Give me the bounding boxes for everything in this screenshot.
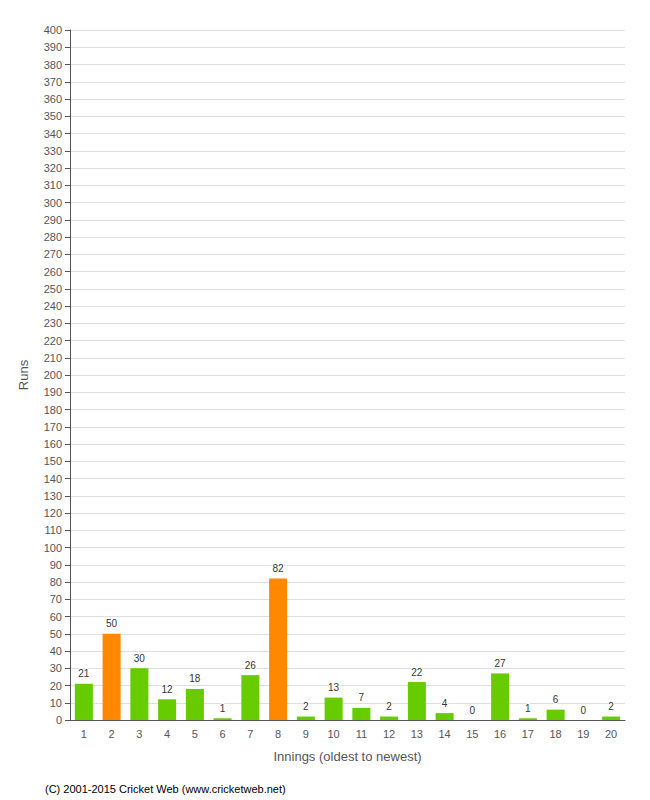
svg-text:270: 270 xyxy=(44,248,62,260)
svg-text:4: 4 xyxy=(164,728,170,740)
svg-text:260: 260 xyxy=(44,266,62,278)
svg-text:300: 300 xyxy=(44,197,62,209)
svg-text:190: 190 xyxy=(44,386,62,398)
svg-text:6: 6 xyxy=(553,694,559,705)
svg-text:22: 22 xyxy=(411,667,423,678)
svg-text:170: 170 xyxy=(44,421,62,433)
svg-text:6: 6 xyxy=(220,728,226,740)
svg-text:50: 50 xyxy=(50,628,62,640)
svg-text:30: 30 xyxy=(134,653,146,664)
svg-text:0: 0 xyxy=(470,705,476,716)
svg-text:340: 340 xyxy=(44,128,62,140)
svg-text:27: 27 xyxy=(495,658,507,669)
svg-text:18: 18 xyxy=(189,673,201,684)
svg-text:0: 0 xyxy=(581,705,587,716)
svg-text:290: 290 xyxy=(44,214,62,226)
svg-text:20: 20 xyxy=(50,680,62,692)
svg-text:8: 8 xyxy=(275,728,281,740)
svg-text:150: 150 xyxy=(44,455,62,467)
svg-text:230: 230 xyxy=(44,317,62,329)
svg-text:380: 380 xyxy=(44,59,62,71)
svg-text:130: 130 xyxy=(44,490,62,502)
svg-text:16: 16 xyxy=(494,728,506,740)
svg-text:10: 10 xyxy=(50,697,62,709)
svg-text:320: 320 xyxy=(44,162,62,174)
svg-text:7: 7 xyxy=(247,728,253,740)
svg-text:19: 19 xyxy=(577,728,589,740)
svg-text:2: 2 xyxy=(109,728,115,740)
svg-text:240: 240 xyxy=(44,300,62,312)
svg-text:26: 26 xyxy=(245,660,257,671)
svg-text:40: 40 xyxy=(50,645,62,657)
svg-text:5: 5 xyxy=(192,728,198,740)
svg-text:100: 100 xyxy=(44,542,62,554)
svg-text:350: 350 xyxy=(44,110,62,122)
svg-text:330: 330 xyxy=(44,145,62,157)
svg-text:12: 12 xyxy=(162,684,174,695)
svg-text:11: 11 xyxy=(356,728,367,740)
svg-text:310: 310 xyxy=(44,179,62,191)
svg-text:14: 14 xyxy=(439,728,451,740)
svg-text:120: 120 xyxy=(44,507,62,519)
svg-text:Innings (oldest to newest): Innings (oldest to newest) xyxy=(273,749,421,764)
svg-text:13: 13 xyxy=(328,682,340,693)
svg-text:12: 12 xyxy=(383,728,395,740)
svg-text:80: 80 xyxy=(50,576,62,588)
svg-text:50: 50 xyxy=(106,618,118,629)
svg-text:2: 2 xyxy=(608,701,614,712)
svg-text:60: 60 xyxy=(50,611,62,623)
svg-text:4: 4 xyxy=(442,698,448,709)
svg-text:2: 2 xyxy=(386,701,392,712)
svg-text:180: 180 xyxy=(44,404,62,416)
svg-text:Runs: Runs xyxy=(16,359,31,390)
svg-text:3: 3 xyxy=(136,728,142,740)
svg-text:210: 210 xyxy=(44,352,62,364)
svg-text:18: 18 xyxy=(550,728,562,740)
svg-text:7: 7 xyxy=(359,692,365,703)
svg-text:21: 21 xyxy=(78,668,90,679)
svg-text:360: 360 xyxy=(44,93,62,105)
svg-text:220: 220 xyxy=(44,335,62,347)
svg-text:0: 0 xyxy=(56,714,62,726)
svg-text:400: 400 xyxy=(44,24,62,36)
svg-text:15: 15 xyxy=(466,728,478,740)
svg-text:70: 70 xyxy=(50,593,62,605)
svg-text:82: 82 xyxy=(273,563,285,574)
svg-text:370: 370 xyxy=(44,76,62,88)
svg-text:9: 9 xyxy=(303,728,309,740)
svg-text:30: 30 xyxy=(50,662,62,674)
svg-text:2: 2 xyxy=(303,701,309,712)
svg-text:110: 110 xyxy=(44,524,62,536)
svg-text:1: 1 xyxy=(525,703,531,714)
svg-text:200: 200 xyxy=(44,369,62,381)
svg-text:1: 1 xyxy=(220,703,226,714)
svg-text:20: 20 xyxy=(605,728,617,740)
svg-text:90: 90 xyxy=(50,559,62,571)
svg-text:390: 390 xyxy=(44,41,62,53)
svg-text:280: 280 xyxy=(44,231,62,243)
svg-text:140: 140 xyxy=(44,473,62,485)
svg-text:13: 13 xyxy=(411,728,423,740)
svg-text:250: 250 xyxy=(44,283,62,295)
svg-text:(C) 2001-2015 Cricket Web (www: (C) 2001-2015 Cricket Web (www.cricketwe… xyxy=(45,783,286,795)
svg-text:17: 17 xyxy=(522,728,534,740)
svg-text:1: 1 xyxy=(81,728,87,740)
svg-text:10: 10 xyxy=(328,728,340,740)
svg-text:160: 160 xyxy=(44,438,62,450)
